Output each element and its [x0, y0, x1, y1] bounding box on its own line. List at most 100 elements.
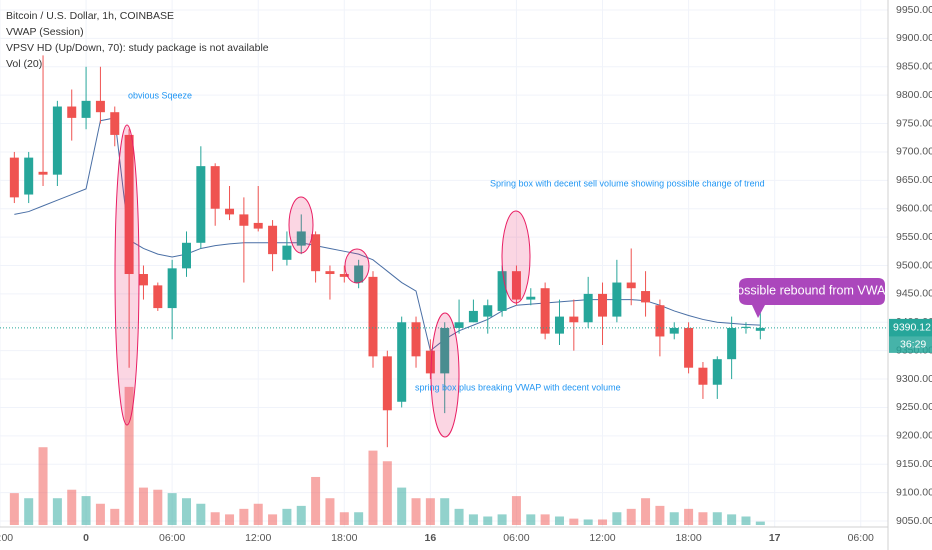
candle-body: [540, 288, 550, 334]
countdown-label: 36:29: [900, 339, 926, 351]
candle-body: [325, 271, 335, 275]
candle-body: [268, 225, 278, 255]
chart-title: Bitcoin / U.S. Dollar, 1h, COINBASE: [6, 10, 174, 22]
candle-body: [181, 242, 191, 269]
candle-body: [38, 171, 48, 175]
annotation: spring box plus breaking VWAP with decen…: [415, 382, 621, 392]
candle-body: [311, 234, 321, 272]
volume-bar: [196, 503, 206, 525]
volume-bar: [9, 493, 19, 525]
candle-body: [95, 100, 105, 113]
last-price-label: 9390.12: [893, 322, 931, 334]
candle-body: [698, 367, 708, 385]
volume-bar: [755, 521, 765, 525]
x-tick-label: 16: [425, 532, 437, 544]
candle-body: [684, 327, 694, 368]
candle-body: [110, 112, 120, 135]
candle-body: [368, 276, 378, 357]
candle-body: [153, 285, 163, 309]
candle-body: [483, 305, 493, 317]
candle-body: [727, 327, 737, 360]
y-tick-label: 9950.00: [896, 4, 932, 16]
y-tick-label: 9500.00: [896, 259, 932, 271]
x-tick-label: 06:00: [848, 532, 874, 544]
highlight-ellipse: [501, 210, 531, 304]
y-tick-label: 9700.00: [896, 146, 932, 158]
y-tick-label: 9150.00: [896, 458, 932, 470]
volume-bar: [167, 493, 177, 525]
volume-bar: [397, 487, 407, 525]
highlight-ellipse: [430, 312, 460, 438]
highlight-ellipse: [344, 248, 370, 284]
candle-body: [196, 166, 206, 243]
y-tick-label: 9300.00: [896, 373, 932, 385]
candle-body: [67, 106, 77, 118]
y-tick-label: 9450.00: [896, 288, 932, 300]
grid: [0, 0, 888, 527]
y-tick-label: 9050.00: [896, 515, 932, 527]
candle-body: [354, 265, 364, 283]
candle-body: [210, 166, 220, 209]
candle-body: [239, 214, 249, 226]
indicator-label: Vol (20): [6, 58, 42, 70]
candle-body: [167, 268, 177, 309]
volume-bar: [110, 508, 120, 525]
volume-bar: [138, 487, 148, 525]
y-tick-label: 9850.00: [896, 61, 932, 73]
candle-body: [225, 208, 235, 215]
volume-bar: [454, 508, 464, 525]
candle-body: [468, 310, 478, 323]
volume-bar: [497, 514, 507, 525]
candle-body: [511, 271, 521, 300]
y-tick-label: 9550.00: [896, 231, 932, 243]
volume-bar: [95, 503, 105, 525]
candle-body: [612, 282, 622, 317]
volume-bar: [511, 496, 521, 525]
volume-bar: [526, 514, 536, 525]
candle-body: [526, 296, 536, 300]
volume-bar: [669, 512, 679, 525]
candle-body: [569, 316, 579, 323]
volume-bar: [181, 498, 191, 525]
volume-bar: [698, 512, 708, 525]
volume-bar: [655, 505, 665, 525]
volume-bar: [296, 505, 306, 525]
x-tick-label: 06:00: [159, 532, 185, 544]
volume-bar: [311, 476, 321, 525]
volume-bar: [124, 386, 134, 525]
volume-bar: [354, 512, 364, 525]
volume-bar: [153, 489, 163, 525]
y-tick-label: 9600.00: [896, 203, 932, 215]
candle-body: [282, 245, 292, 260]
volume-bar: [325, 498, 335, 525]
candle-body: [382, 356, 392, 411]
candle-body: [755, 327, 765, 331]
volume-bar: [727, 514, 737, 525]
y-tick-label: 9200.00: [896, 430, 932, 442]
y-tick-label: 9100.00: [896, 486, 932, 498]
volume-bar: [483, 516, 493, 525]
candle-body: [296, 231, 306, 246]
last-price-box: [889, 318, 932, 337]
x-tick-label: 06:00: [503, 532, 529, 544]
candle-body: [397, 322, 407, 402]
volume-bar: [569, 518, 579, 525]
y-tick-label: 9900.00: [896, 32, 932, 44]
candle-body: [655, 305, 665, 337]
volume-bar: [52, 498, 62, 525]
x-tick-label: 18:00: [331, 532, 357, 544]
callout-bubble: [739, 278, 885, 318]
volume-bar: [253, 503, 263, 525]
volume-bar: [583, 519, 593, 525]
highlight-ellipse: [114, 124, 140, 426]
annotation: Spring box with decent sell volume showi…: [490, 178, 765, 188]
x-tick-label: 0: [83, 532, 89, 544]
volume-bar: [368, 450, 378, 525]
candle-body: [440, 327, 450, 374]
volume-bar: [282, 508, 292, 525]
y-tick-label: 9650.00: [896, 174, 932, 186]
highlight-ellipse: [288, 196, 314, 254]
volume-bar: [612, 512, 622, 525]
candle-body: [52, 106, 62, 175]
